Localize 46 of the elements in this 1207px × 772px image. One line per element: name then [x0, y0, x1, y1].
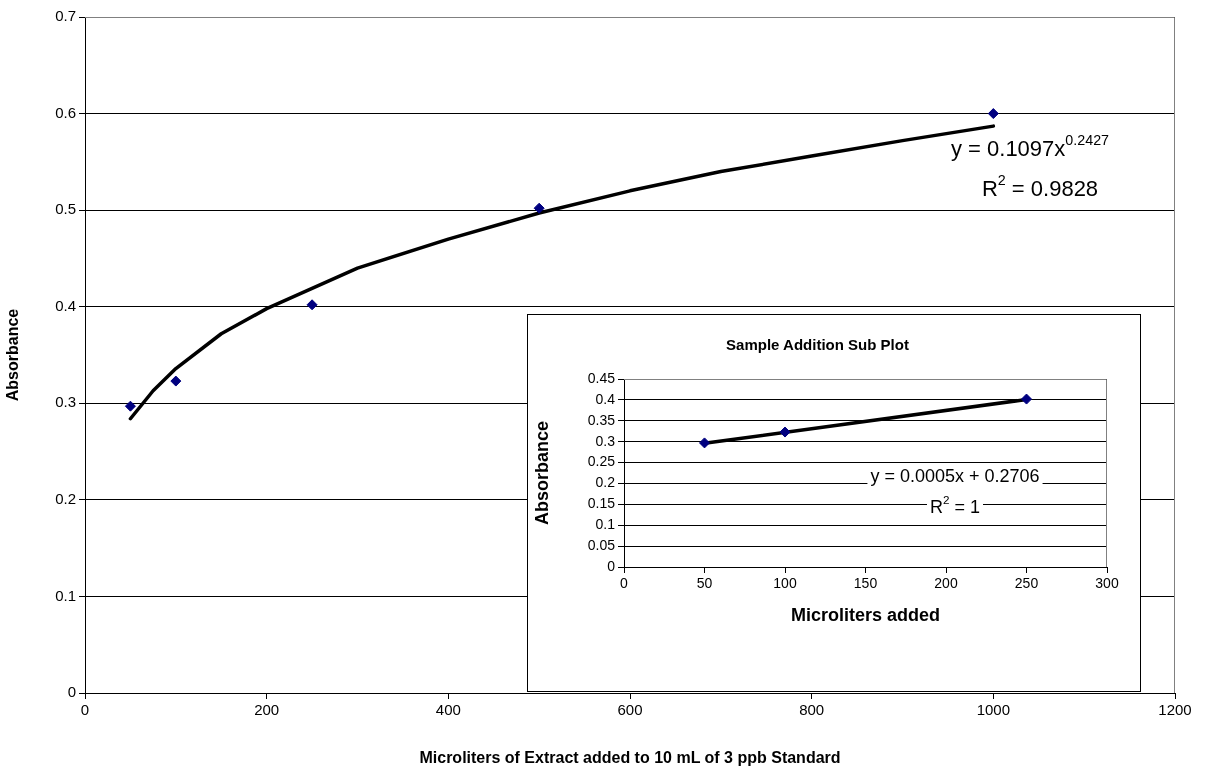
x-tick-label: 1000 [976, 701, 1011, 719]
y-tick-label: 0.45 [587, 369, 616, 386]
y-tick-label: 0.6 [55, 103, 76, 121]
point [699, 437, 710, 449]
point [1021, 393, 1032, 405]
y-tick-label: 0 [67, 683, 76, 701]
x-tick-label: 200 [254, 701, 280, 719]
y-tick-label: 0.15 [587, 495, 616, 512]
y-tick-label: 0 [607, 557, 616, 574]
y-axis-title: Absorbance [4, 308, 22, 402]
x-tick-label: 0 [620, 575, 629, 592]
x-tick-label: 200 [934, 575, 958, 592]
chart-title: Sample Addition Sub Plot [726, 336, 909, 354]
point [533, 202, 545, 214]
x-axis-title: Microliters added [790, 605, 941, 626]
y-tick-label: 0.4 [595, 390, 616, 407]
y-tick-label: 0.3 [55, 393, 76, 411]
y-tick-label: 0.1 [595, 516, 616, 533]
x-tick-label: 100 [773, 575, 797, 592]
x-tick-label: 50 [696, 575, 713, 592]
annotation: y = 0.0005x + 0.2706 [870, 465, 1040, 486]
point [170, 375, 182, 387]
x-tick-label: 1200 [1158, 701, 1192, 719]
y-tick-label: 0.05 [587, 536, 616, 553]
y-tick-label: 0.25 [587, 453, 616, 470]
y-tick-label: 0.7 [55, 7, 76, 25]
y-tick-label: 0.2 [55, 490, 76, 507]
x-tick-label: 400 [435, 701, 461, 719]
x-tick-label: 800 [799, 701, 825, 719]
y-tick-label: 0.35 [587, 411, 616, 428]
x-tick-label: 300 [1095, 575, 1119, 592]
x-axis-title: Microliters of Extract added to 10 mL of 3 ppb Standard [419, 748, 841, 766]
point [987, 108, 999, 120]
y-tick-label: 0.4 [55, 296, 76, 314]
y-axis-title: Absorbance [531, 420, 552, 526]
point [124, 400, 136, 412]
x-tick-label: 0 [80, 701, 90, 719]
y-tick-label: 0.3 [595, 432, 616, 449]
x-tick-label: 600 [617, 701, 643, 719]
y-tick-label: 0.5 [55, 200, 76, 218]
point [779, 426, 791, 438]
point [306, 299, 318, 311]
x-tick-label: 250 [1014, 575, 1039, 592]
y-tick-label: 0.1 [55, 586, 76, 604]
y-tick-label: 0.2 [595, 474, 616, 491]
x-tick-label: 150 [853, 575, 878, 592]
